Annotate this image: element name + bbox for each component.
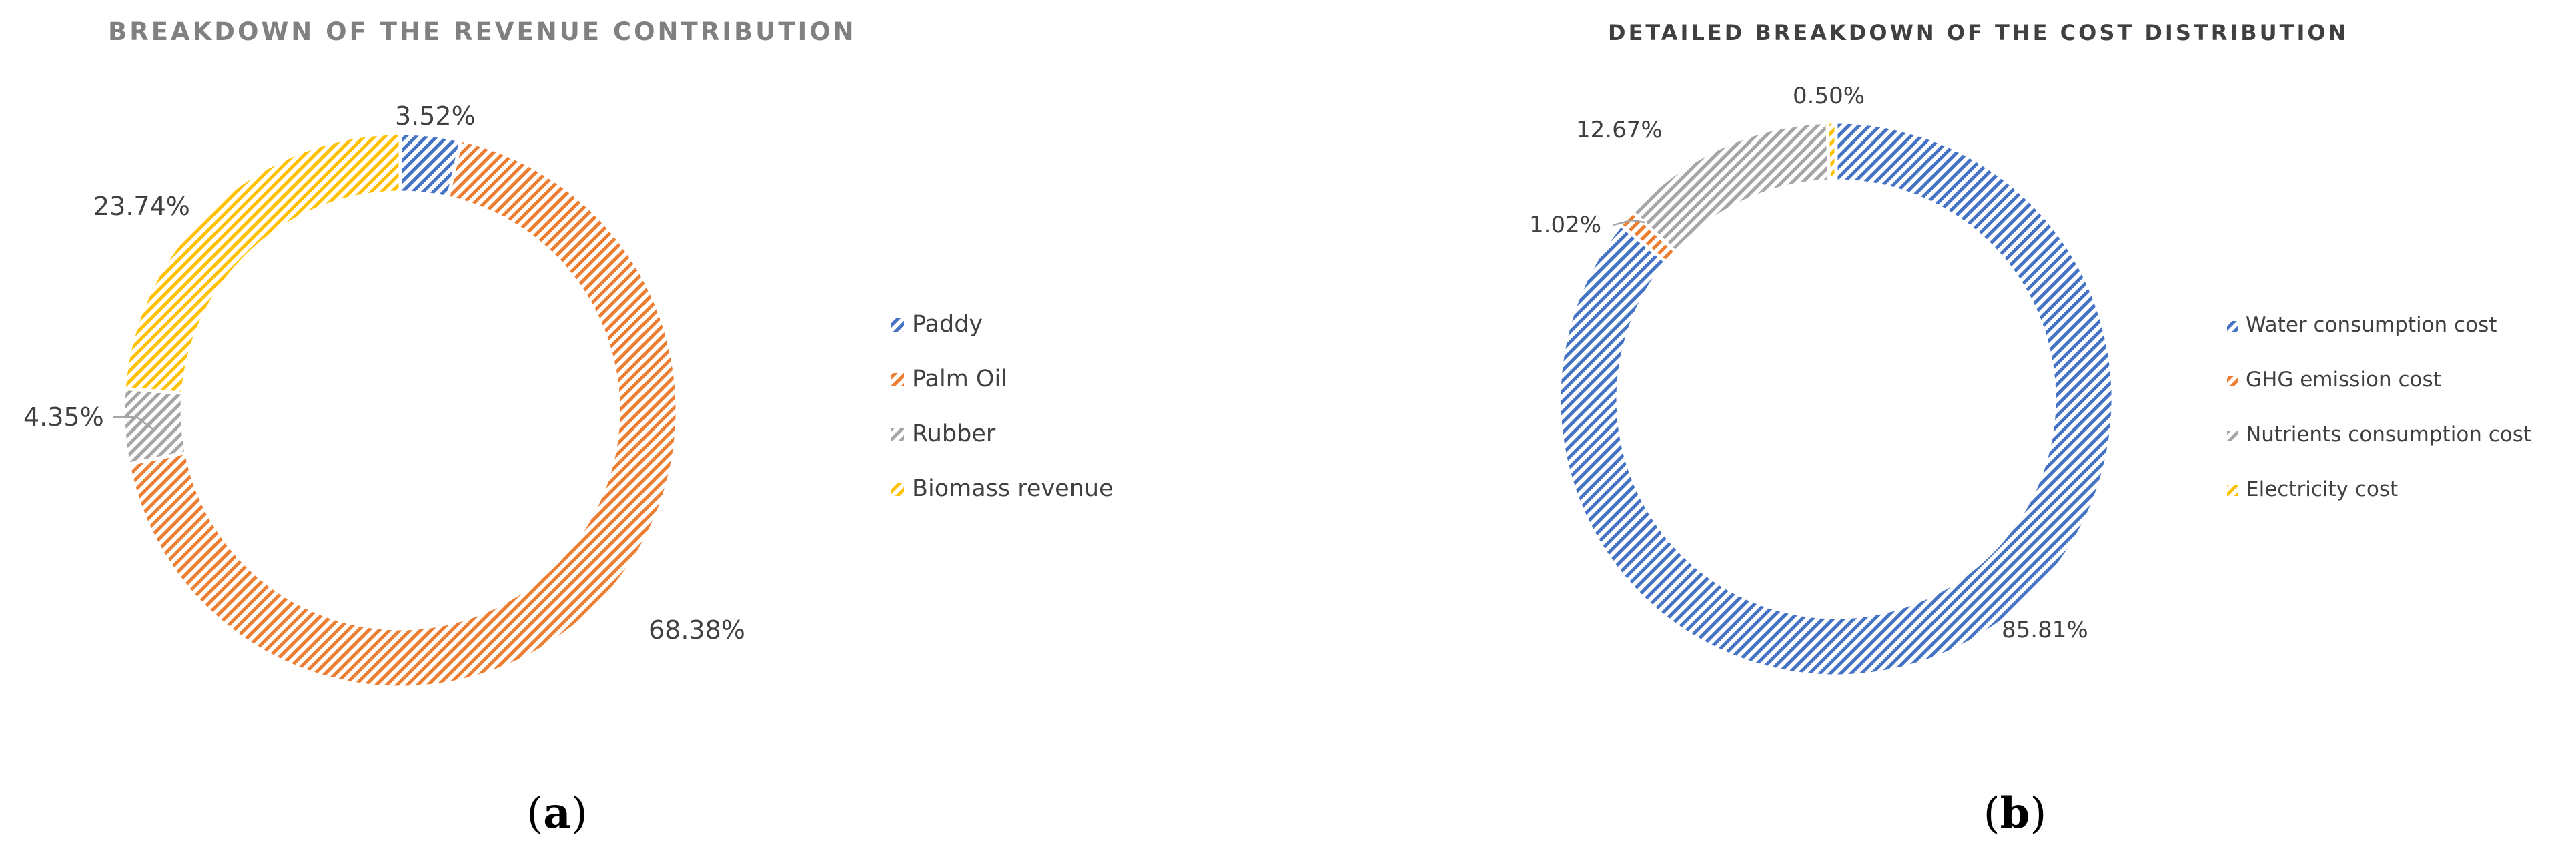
value-label: 85.81% <box>2002 617 2088 643</box>
value-label: 1.02% <box>1529 212 1601 238</box>
value-label: 0.50% <box>1793 83 1865 109</box>
slice-rubber <box>121 386 189 467</box>
slice-water-consumption-cost <box>1557 120 2115 678</box>
chart-b-caption: (b) <box>1984 788 2047 838</box>
legend-label: Water consumption cost <box>2246 313 2497 337</box>
value-label: 68.38% <box>649 615 745 645</box>
legend-swatch <box>2227 376 2238 386</box>
legend-swatch <box>2227 485 2238 496</box>
legend-swatch <box>891 373 904 386</box>
legend-label: Nutrients consumption cost <box>2246 422 2531 447</box>
value-label: 3.52% <box>395 101 476 131</box>
value-label: 23.74% <box>93 192 190 221</box>
chart-b-caption-close: ) <box>2030 789 2046 838</box>
chart-b-slices <box>1557 120 2115 678</box>
legend-label: Paddy <box>912 311 983 338</box>
chart-a-caption-close: ) <box>571 789 588 838</box>
chart-b-title: DETAILED BREAKDOWN OF THE COST DISTRIBUT… <box>1608 20 2348 45</box>
legend-label: GHG emission cost <box>2246 368 2441 392</box>
chart-a-caption-open: ( <box>526 789 543 838</box>
chart-a-caption: (a) <box>526 788 587 838</box>
revenue-donut-chart: BREAKDOWN OF THE REVENUE CONTRIBUTION 3.… <box>23 17 1114 838</box>
legend-swatch <box>891 318 904 332</box>
value-label: 4.35% <box>23 402 104 432</box>
leader-line <box>1613 219 1645 226</box>
chart-a-caption-letter: a <box>543 788 570 838</box>
slice-palm-oil <box>126 138 679 689</box>
value-label: 12.67% <box>1576 117 1663 144</box>
legend-label: Biomass revenue <box>912 475 1114 502</box>
legend-swatch <box>891 428 904 441</box>
legend-swatch <box>891 483 904 496</box>
legend-swatch <box>2227 321 2238 332</box>
chart-b-caption-open: ( <box>1984 789 2000 838</box>
chart-a-slice-labels: 3.52% 68.38% 4.35% 23.74% <box>23 101 745 645</box>
legend-label: Electricity cost <box>2246 477 2398 501</box>
leader-line <box>113 416 155 432</box>
legend-swatch <box>2227 431 2238 441</box>
legend-label: Rubber <box>912 420 996 447</box>
chart-b-caption-letter: b <box>2000 788 2030 838</box>
chart-b-legend: Water consumption cost GHG emission cost N… <box>2227 313 2531 501</box>
chart-a-title: BREAKDOWN OF THE REVENUE CONTRIBUTION <box>108 17 857 46</box>
chart-a-slices <box>121 131 679 689</box>
chart-b-slice-labels: 85.81% 1.02% 12.67% 0.50% <box>1529 83 2088 643</box>
slice-biomass-revenue <box>122 131 402 395</box>
chart-a-legend: Paddy Palm Oil Rubber Biomass revenue <box>891 311 1114 502</box>
slice-electricity-cost <box>1825 120 1838 183</box>
legend-label: Palm Oil <box>912 366 1007 392</box>
cost-donut-chart: DETAILED BREAKDOWN OF THE COST DISTRIBUT… <box>1529 20 2531 838</box>
